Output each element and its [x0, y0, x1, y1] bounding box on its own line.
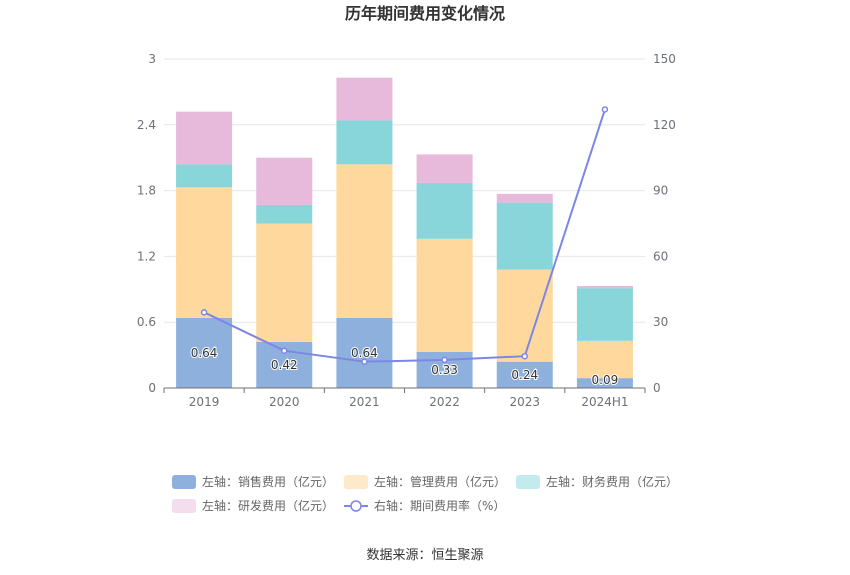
legend-label: 左轴：销售费用（亿元） — [202, 474, 334, 489]
rate-point-2019[interactable] — [200, 309, 208, 316]
x-tick-label: 2022 — [429, 395, 460, 409]
bar-2023-series-0[interactable] — [496, 361, 553, 388]
bar-2023-series-2[interactable] — [496, 202, 553, 270]
rate-line — [203, 109, 606, 363]
bar-2020-series-1[interactable] — [256, 223, 313, 342]
right-tick-label: 60 — [653, 249, 668, 263]
legend-label: 左轴：研发费用（亿元） — [202, 498, 334, 513]
legend-swatch — [516, 475, 540, 489]
legend-item-1[interactable]: 左轴：管理费用（亿元） — [344, 474, 506, 489]
data-label-2023: 0.24 — [511, 368, 538, 382]
bar-2024H1-series-1[interactable] — [576, 340, 633, 379]
rate-point-2020[interactable] — [281, 347, 288, 354]
left-tick-label: 0 — [148, 381, 156, 395]
legend-swatch — [172, 475, 196, 489]
legend-item-2[interactable]: 左轴：财务费用（亿元） — [516, 474, 678, 489]
right-tick-label: 90 — [653, 184, 668, 198]
rate-point-2021[interactable] — [361, 358, 368, 365]
x-tick-label: 2019 — [189, 395, 220, 409]
x-tick-label: 2024H1 — [581, 395, 628, 409]
bars — [176, 77, 633, 388]
rate-point-2023[interactable] — [521, 352, 528, 360]
left-axis-ticks: 0 0.6 1.2 1.8 2.4 3 — [137, 52, 156, 395]
legend-item-3[interactable]: 左轴：研发费用（亿元） — [172, 498, 334, 513]
legend[interactable]: 左轴：销售费用（亿元） 左轴：管理费用（亿元） 左轴：财务费用（亿元） 左轴：研发费用… — [172, 474, 678, 513]
right-tick-label: 120 — [653, 118, 676, 132]
bar-2022-series-2[interactable] — [416, 182, 473, 239]
bar-2021-series-3[interactable] — [336, 77, 393, 121]
bar-2022-series-1[interactable] — [416, 238, 473, 352]
source-note: 数据来源：恒生聚源 — [366, 548, 483, 563]
bar-2021-series-2[interactable] — [336, 120, 393, 165]
legend-swatch — [172, 499, 196, 513]
bar-2020-series-2[interactable] — [256, 204, 313, 224]
bar-2020-series-3[interactable] — [256, 157, 313, 205]
right-axis-ticks: 0 30 60 90 120 150 — [653, 52, 676, 395]
bar-2019-series-0[interactable] — [176, 317, 233, 388]
right-tick-label: 150 — [653, 52, 676, 66]
legend-label: 左轴：财务费用（亿元） — [546, 474, 678, 489]
data-label-2024H1: 0.09 — [592, 373, 619, 387]
left-tick-label: 0.6 — [137, 315, 156, 329]
x-axis-ticks: 2019 2020 2021 2022 2023 2024H1 — [163, 388, 646, 409]
bar-2024H1-series-2[interactable] — [576, 288, 633, 341]
data-label-2021: 0.64 — [351, 346, 378, 360]
bar-2021-series-1[interactable] — [336, 164, 393, 318]
left-tick-label: 1.8 — [137, 184, 156, 198]
legend-label: 左轴：管理费用（亿元） — [374, 474, 506, 489]
line-series — [200, 106, 609, 365]
bar-2019-series-1[interactable] — [176, 187, 233, 318]
bar-2024H1-series-0[interactable] — [576, 378, 633, 388]
bar-2023-series-3[interactable] — [496, 193, 553, 203]
legend-item-0[interactable]: 左轴：销售费用（亿元） — [172, 474, 334, 489]
chart-title: 历年期间费用变化情况 — [345, 4, 505, 23]
x-tick-label: 2023 — [509, 395, 540, 409]
data-label-2022: 0.33 — [431, 363, 458, 377]
data-label-2019: 0.64 — [191, 346, 218, 360]
right-tick-label: 0 — [653, 381, 661, 395]
rate-point-2024H1[interactable] — [601, 106, 609, 113]
legend-swatch — [344, 475, 368, 489]
rate-point-2022[interactable] — [441, 356, 448, 364]
x-tick-label: 2021 — [349, 395, 380, 409]
bar-2023-series-1[interactable] — [496, 269, 553, 362]
x-tick-label: 2020 — [269, 395, 300, 409]
legend-swatch-marker — [350, 500, 362, 512]
bar-2019-series-2[interactable] — [176, 164, 233, 188]
data-labels: 0.64 0.42 0.64 0.33 0.24 0.09 — [190, 345, 620, 388]
right-tick-label: 30 — [653, 315, 668, 329]
left-tick-label: 1.2 — [137, 249, 156, 263]
legend-label: 右轴：期间费用率（%） — [374, 498, 505, 513]
bar-2021-series-0[interactable] — [336, 317, 393, 388]
grid — [164, 58, 645, 323]
bar-2024H1-series-3[interactable] — [576, 286, 633, 289]
legend-item-4[interactable]: 右轴：期间费用率（%） — [344, 498, 505, 513]
data-label-2020: 0.42 — [271, 358, 298, 372]
bar-2022-series-3[interactable] — [416, 154, 473, 183]
bar-2019-series-3[interactable] — [176, 111, 233, 165]
left-tick-label: 2.4 — [137, 118, 156, 132]
left-tick-label: 3 — [148, 52, 156, 66]
